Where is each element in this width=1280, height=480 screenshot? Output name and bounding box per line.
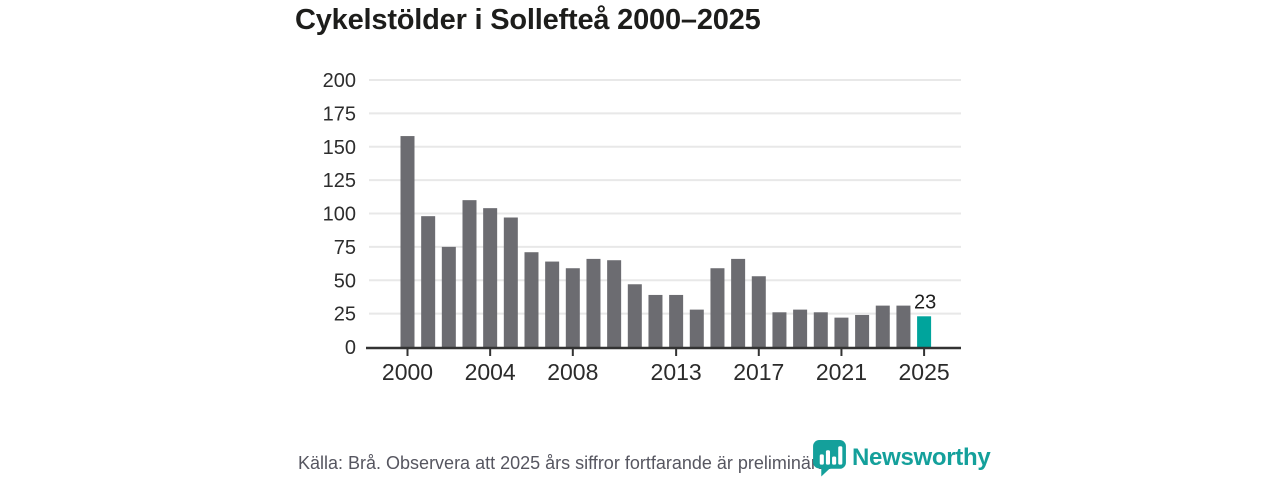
y-tick-label-125: 125 [323,170,356,192]
bar-2016 [731,258,746,347]
y-tick-label-200: 200 [323,70,356,92]
bar-2025 [917,316,932,347]
speech-bubble-bar-chart-icon [813,440,846,477]
bar-2017 [751,276,766,347]
x-tick-label-2021: 2021 [816,359,867,385]
bar-2019 [793,309,808,347]
bar-2011 [627,284,642,347]
y-tick-label-175: 175 [323,103,356,125]
bar-2000 [400,136,415,347]
bar-2005 [503,217,518,347]
x-tick-label-2008: 2008 [547,359,598,385]
y-tick-label-0: 0 [345,337,356,359]
bar-2010 [607,260,622,347]
bar-2021 [834,317,849,347]
source-note: Källa: Brå. Observera att 2025 års siffr… [298,453,832,473]
bar-2022 [855,314,870,347]
newsworthy-logo-text: Newsworthy [852,444,991,471]
bar-2009 [586,258,601,347]
bar-2006 [524,252,539,347]
y-tick-label-75: 75 [334,237,356,259]
x-tick-label-2013: 2013 [651,359,702,385]
bar-2023 [875,305,890,347]
bar-2024 [896,305,911,347]
bar-value-label: 23 [914,291,936,313]
x-tick-label-2000: 2000 [382,359,433,385]
bar-2003 [462,200,477,347]
y-tick-label-25: 25 [334,304,356,326]
bar-chart: 0 25 50 75 100 125 150 175 200 23 2000 2004 2008 2013… [323,70,961,385]
newsworthy-logo: Newsworthy [812,439,991,477]
bar-2020 [813,312,828,347]
y-tick-label-100: 100 [323,204,356,226]
x-tick-label-2025: 2025 [899,359,950,385]
bar-2014 [689,309,704,347]
bar-2008 [565,268,580,347]
bar-2001 [421,216,436,347]
x-tick-label-2017: 2017 [733,359,784,385]
bar-2013 [669,294,684,347]
bar-2012 [648,294,663,347]
chart-title: Cykelstölder i Sollefteå 2000–2025 [295,4,761,36]
bar-2007 [545,261,560,347]
x-tick-label-2004: 2004 [465,359,516,385]
bar-2015 [710,268,725,347]
bar-2018 [772,312,787,347]
y-tick-label-150: 150 [323,137,356,159]
bar-2002 [441,246,456,347]
y-tick-label-50: 50 [334,270,356,292]
bar-2004 [483,208,498,347]
